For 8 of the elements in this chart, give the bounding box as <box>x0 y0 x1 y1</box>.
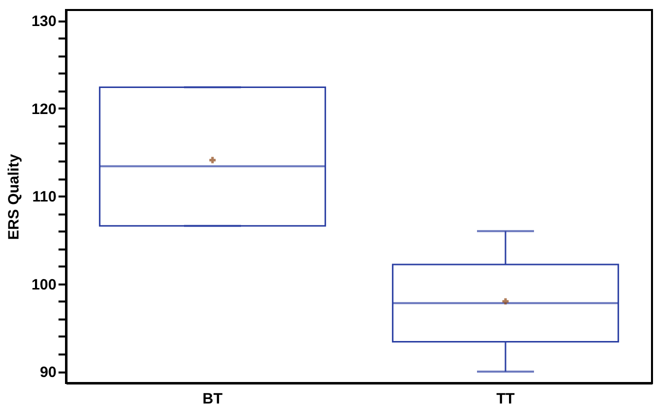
y-tick-label: 130 <box>31 13 56 30</box>
y-tick-label: 100 <box>31 276 56 294</box>
x-tick-label: TT <box>496 390 515 408</box>
y-tick-label: 110 <box>32 188 56 206</box>
y-tick-label: 90 <box>40 364 56 382</box>
y-tick-label: 120 <box>31 100 56 118</box>
y-axis-title: ERS Quality <box>5 153 22 240</box>
x-tick-label: BT <box>202 390 222 408</box>
